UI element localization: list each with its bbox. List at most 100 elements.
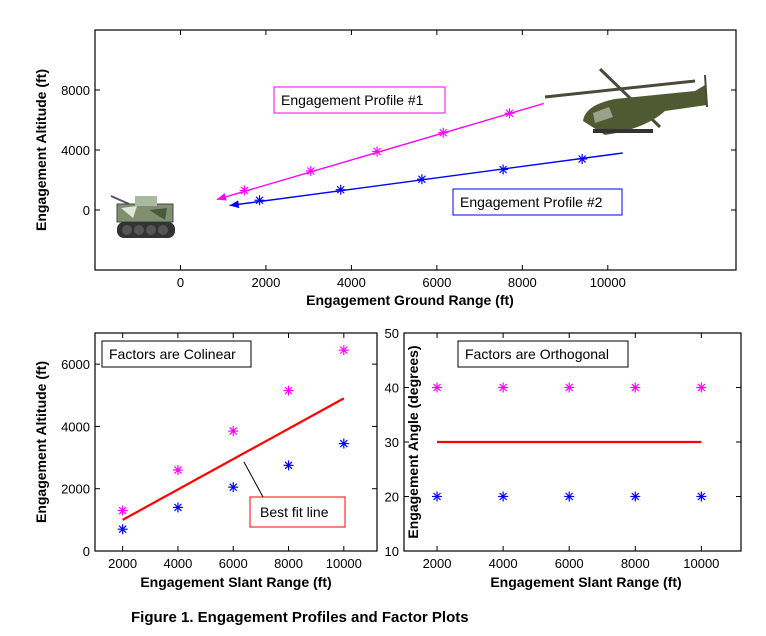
x-tick-label: 0 (177, 275, 184, 290)
data-point-marker (254, 195, 265, 206)
marker-stroke (417, 175, 426, 184)
arrowhead (216, 193, 227, 201)
marker-stroke (306, 167, 315, 175)
data-point-marker (338, 345, 349, 356)
arrowhead (229, 200, 240, 209)
y-axis-label: Engagement Altitude (ft) (33, 361, 49, 523)
x-tick-label: 4000 (489, 556, 518, 571)
data-point-marker (630, 382, 641, 393)
y-tick-label: 40 (385, 381, 399, 396)
marker-stroke (373, 147, 381, 156)
data-point-marker (438, 127, 449, 138)
data-point-marker (283, 385, 294, 396)
marker-stroke (336, 185, 345, 194)
profile1-annotation: Engagement Profile #1 (281, 92, 424, 108)
profile1-annotation-box (273, 86, 446, 114)
y-axis-label: Engagement Altitude (ft) (33, 69, 49, 231)
x-tick-label: 6000 (555, 556, 584, 571)
best-fit-annotation: Best fit line (260, 504, 329, 520)
x-tick-label: 2000 (423, 556, 452, 571)
y-tick-label: 4000 (61, 419, 90, 434)
orthogonal-annotation-box (457, 340, 629, 368)
figure-caption: Figure 1. Engagement Profiles and Factor… (131, 609, 469, 626)
data-point-marker (504, 108, 515, 119)
x-axis-label: Engagement Slant Range (ft) (490, 574, 681, 590)
x-tick-label: 4000 (337, 275, 366, 290)
attack-helicopter-image (544, 67, 708, 135)
marker-stroke (631, 383, 640, 392)
y-tick-label: 50 (385, 326, 399, 341)
marker-stroke (229, 483, 238, 492)
profile2-annotation: Engagement Profile #2 (460, 194, 603, 210)
marker-stroke (339, 346, 348, 355)
data-point-marker (498, 382, 509, 393)
x-tick-label: 8000 (508, 275, 537, 290)
data-point-marker (228, 482, 239, 493)
y-tick-label: 4000 (61, 143, 90, 158)
y-tick-label: 20 (385, 490, 399, 505)
marker-stroke (439, 128, 448, 137)
marker-stroke (565, 383, 574, 392)
colinear-annotation: Factors are Colinear (109, 346, 236, 362)
marker-stroke (565, 492, 574, 501)
x-tick-label: 10000 (326, 556, 362, 571)
y-tick-label: 0 (83, 544, 90, 559)
x-tick-label: 2000 (108, 556, 137, 571)
data-point-marker (283, 460, 294, 471)
best-fit-annotation-box (249, 496, 346, 528)
marker-stroke (697, 492, 706, 501)
data-point-marker (432, 491, 443, 502)
marker-stroke (578, 155, 587, 163)
marker-stroke (339, 439, 348, 448)
x-tick-label: 2000 (251, 275, 280, 290)
profile-plot: 0 2000 4000 6000 8000 10000 0 4000 8000 (61, 29, 737, 290)
x-tick-label: 10000 (683, 556, 719, 571)
data-point-marker (564, 491, 575, 502)
marker-stroke (697, 383, 706, 392)
data-point-marker (630, 491, 641, 502)
data-point-marker (117, 505, 128, 516)
data-point-marker (416, 174, 427, 185)
data-point-marker (338, 438, 349, 449)
y-tick-label: 0 (83, 203, 90, 218)
marker-stroke (499, 165, 508, 174)
data-point-marker (498, 491, 509, 502)
x-axis-label: Engagement Ground Range (ft) (306, 292, 514, 308)
x-tick-label: 4000 (163, 556, 192, 571)
marker-stroke (240, 186, 249, 195)
plot-frame (94, 29, 737, 271)
marker-stroke (255, 196, 264, 205)
x-tick-label: 6000 (422, 275, 451, 290)
marker-stroke (229, 427, 238, 436)
marker-stroke (631, 492, 640, 501)
x-tick-label: 8000 (621, 556, 650, 571)
x-tick-label: 10000 (590, 275, 626, 290)
y-axis-label: Engagement Angle (degrees) (405, 345, 421, 538)
y-tick-label: 30 (385, 435, 399, 450)
data-point-marker (498, 164, 509, 175)
x-tick-label: 6000 (219, 556, 248, 571)
x-axis-label: Engagement Slant Range (ft) (140, 574, 331, 590)
marker-stroke (433, 383, 441, 392)
y-tick-label: 8000 (61, 83, 90, 98)
orthogonal-annotation: Factors are Orthogonal (465, 346, 609, 362)
y-tick-label: 6000 (61, 357, 90, 372)
colinear-annotation-box (101, 340, 252, 368)
data-point-marker (564, 382, 575, 393)
data-point-marker (172, 502, 183, 513)
colinear-plot: 2000 4000 6000 8000 10000 0 2000 4000 6000 (61, 333, 377, 571)
marker-stroke (433, 492, 441, 501)
data-point-marker (335, 184, 346, 195)
best-fit-leader-line (243, 461, 264, 498)
data-point-marker (372, 146, 383, 157)
data-point-marker (117, 524, 128, 535)
data-point-marker (696, 382, 707, 393)
marker-stroke (118, 525, 127, 534)
data-point-marker (432, 382, 443, 393)
data-point-marker (239, 185, 250, 196)
armored-vehicle-image (110, 195, 175, 238)
marker-stroke (174, 466, 182, 474)
marker-stroke (284, 386, 293, 395)
data-point-marker (228, 426, 239, 437)
